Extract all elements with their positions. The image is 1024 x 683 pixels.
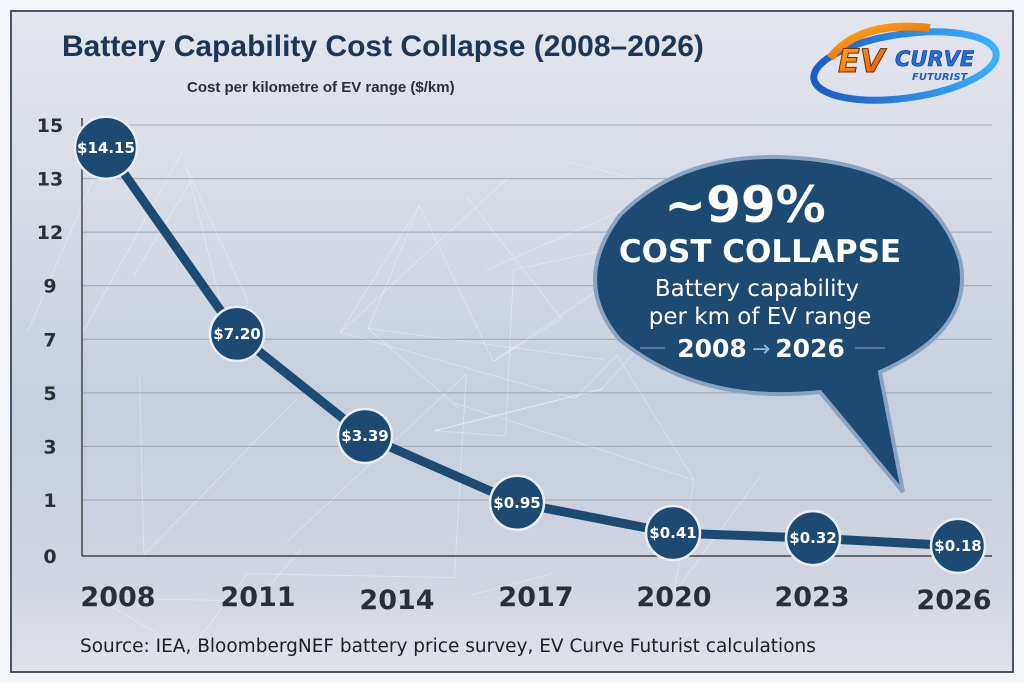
y-tick-label: 3 xyxy=(43,436,56,458)
y-tick-label: 15 xyxy=(37,115,63,137)
data-point-marker xyxy=(208,305,266,363)
x-tick-label: 2008 xyxy=(80,582,155,613)
callout-line1: Battery capability xyxy=(655,276,859,302)
chart-title: Battery Capability Cost Collapse (2008–2… xyxy=(62,30,704,63)
data-label: $0.41 xyxy=(649,524,696,542)
data-point-marker xyxy=(644,504,702,562)
y-tick-label: 12 xyxy=(37,222,63,244)
data-label: $0.32 xyxy=(789,529,836,547)
data-label: $3.39 xyxy=(341,427,388,445)
x-tick-label: 2011 xyxy=(220,582,295,613)
data-point-marker xyxy=(784,509,842,567)
chart-subtitle: Cost per kilometre of EV range ($/km) xyxy=(187,79,455,96)
x-tick-label: 2026 xyxy=(916,585,991,616)
data-label: $0.18 xyxy=(934,537,981,555)
source-note: Source: IEA, BloombergNEF battery price … xyxy=(80,636,816,657)
y-axis: 15 13 12 9 7 5 3 1 0 xyxy=(37,115,63,568)
data-label: $14.15 xyxy=(77,139,135,157)
logo-futurist: FUTURIST xyxy=(912,72,969,83)
arrow-right-icon: → xyxy=(752,337,770,362)
y-tick-label: 5 xyxy=(43,383,56,405)
x-tick-label: 2014 xyxy=(359,585,434,616)
y-tick-label: 7 xyxy=(43,329,56,351)
y-tick-label: 0 xyxy=(43,546,56,568)
y-tick-label: 9 xyxy=(43,276,56,298)
callout-line2: per km of EV range xyxy=(649,304,872,330)
callout-range-start: 2008 xyxy=(677,334,747,363)
data-point-marker xyxy=(336,407,394,465)
callout-subhead: COST COLLAPSE xyxy=(619,234,901,270)
data-label: $0.95 xyxy=(493,494,540,512)
logo-curve: CURVE xyxy=(895,47,975,71)
y-tick-label: 13 xyxy=(37,169,63,191)
data-points: $14.15 $7.20 $3.39 $0.95 $0.41 $0.32 $0.18 xyxy=(73,115,987,575)
data-label: $7.20 xyxy=(213,325,260,343)
x-tick-label: 2020 xyxy=(636,582,711,613)
y-tick-label: 1 xyxy=(43,490,56,512)
data-point-marker xyxy=(73,115,139,181)
x-tick-label: 2023 xyxy=(774,582,849,613)
logo: EV CURVE FUTURIST xyxy=(810,22,1000,104)
logo-ev: EV xyxy=(838,42,887,80)
callout-bubble: ~99% COST COLLAPSE Battery capability pe… xyxy=(593,154,965,494)
callout-range-end: 2026 xyxy=(775,334,845,363)
data-point-marker xyxy=(488,474,546,532)
x-tick-label: 2017 xyxy=(498,582,573,613)
x-axis: 2008 2011 2014 2017 2020 2023 2026 xyxy=(80,582,991,616)
callout-headline: ~99% xyxy=(664,176,826,234)
data-point-marker xyxy=(929,517,987,575)
